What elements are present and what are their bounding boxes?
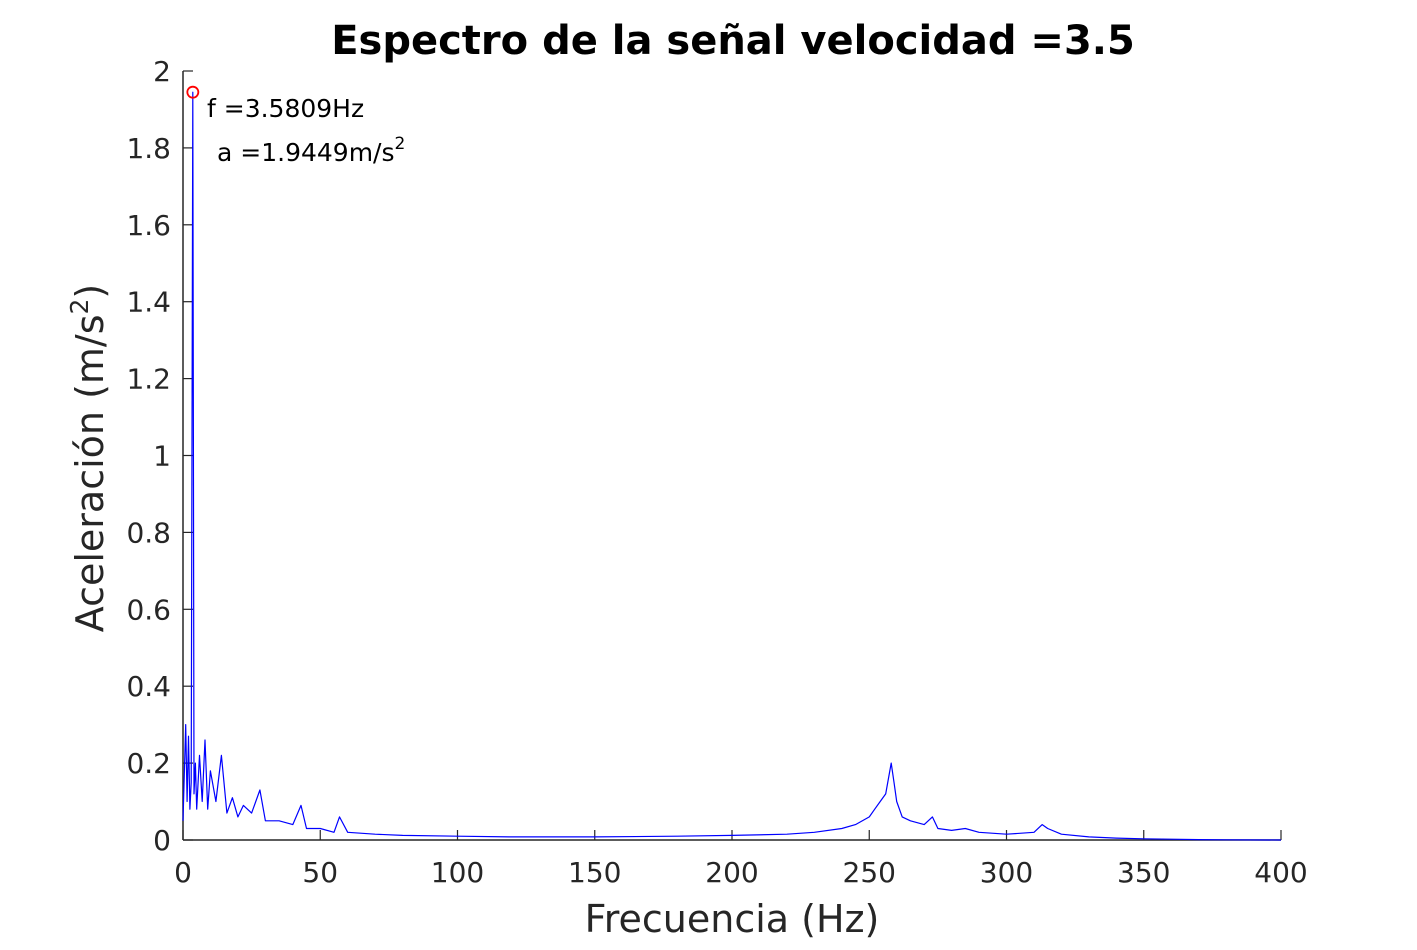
y-tick-label: 0.2 (126, 747, 171, 780)
y-tick-label: 0.6 (126, 593, 171, 626)
x-tick-label: 300 (980, 856, 1033, 889)
y-tick-label: 1.8 (126, 132, 171, 165)
chart-title: Espectro de la señal velocidad =3.5 (331, 18, 1135, 64)
peak-annotation-frequency: f =3.5809Hz (207, 94, 364, 123)
series-layer (182, 91, 1282, 841)
x-tick-label: 200 (705, 856, 758, 889)
y-axis-label-close: ) (68, 284, 112, 299)
y-axis-label-sup: 2 (65, 299, 94, 315)
y-axis-label-main: Aceleración (m/s (68, 314, 112, 632)
x-axis-label: Frecuencia (Hz) (585, 897, 880, 941)
peak-annotation-amplitude-sup: 2 (395, 134, 406, 154)
peak-annotation-amplitude: a =1.9449m/s2 (217, 134, 405, 167)
x-tick-label: 0 (174, 856, 192, 889)
peak-marker (186, 85, 200, 99)
y-tick-label: 1.2 (126, 363, 171, 396)
x-tick-label: 100 (431, 856, 484, 889)
x-tick-label: 250 (843, 856, 896, 889)
peak-annotation-amplitude-text: a =1.9449m/s (217, 138, 395, 167)
y-tick-label: 1 (153, 440, 171, 473)
axes: 0 50 100 150 200 250 300 350 400 0 0.2 0.4 0.6 0.8 1 1.… (126, 55, 1307, 889)
y-tick-label: 0 (153, 824, 171, 857)
y-tick-label: 1.4 (126, 286, 171, 319)
y-tick-label: 1.6 (126, 209, 171, 242)
x-tick-label: 50 (302, 856, 338, 889)
y-tick-label: 2 (153, 55, 171, 88)
y-tick-label: 0.8 (126, 516, 171, 549)
y-axis-label: Aceleración (m/s2) (65, 284, 112, 632)
spectrum-line (182, 91, 1282, 841)
y-tick-label: 0.4 (126, 670, 171, 703)
x-tick-label: 400 (1254, 856, 1307, 889)
marker-layer (186, 85, 200, 99)
x-tick-label: 150 (568, 856, 621, 889)
x-tick-label: 350 (1117, 856, 1170, 889)
